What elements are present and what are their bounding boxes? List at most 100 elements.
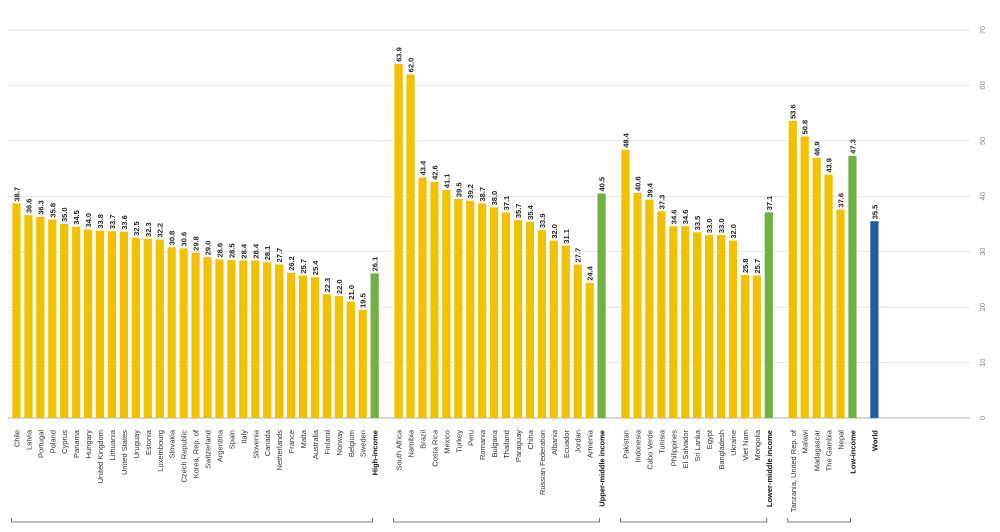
country-bar (251, 260, 260, 418)
country-bar (406, 74, 415, 418)
country-category-label: Egypt (705, 429, 714, 449)
country-value-label: 62.0 (407, 58, 416, 73)
country-value-label: 28.4 (239, 243, 248, 258)
country-value-label: 35.7 (514, 204, 523, 219)
country-value-label: 25.7 (753, 259, 762, 274)
country-value-label: 34.0 (84, 213, 93, 228)
income-group-category-label: Upper-middle income (598, 430, 607, 507)
country-value-label: 33.5 (693, 216, 702, 231)
country-value-label: 29.8 (192, 236, 201, 251)
country-bar (275, 264, 284, 418)
y-tick-label: 50 (978, 137, 987, 145)
country-category-label: Cyprus (60, 430, 69, 454)
income-group-category-label: Lower-middle income (765, 430, 774, 507)
country-category-label: El Salvador (681, 430, 690, 469)
country-category-label: Cabo Verde (645, 430, 654, 470)
country-bar (633, 192, 642, 418)
country-bar (836, 209, 845, 418)
country-category-label: Viet Nam (741, 430, 750, 461)
country-bar (394, 63, 403, 418)
country-category-label: Hungary (84, 430, 93, 459)
country-value-label: 39.4 (645, 182, 654, 197)
y-tick-label: 60 (978, 81, 987, 89)
group-bracket (620, 518, 768, 523)
country-category-label: Mexico (442, 430, 451, 454)
country-bar (442, 190, 451, 418)
country-bar (478, 203, 487, 418)
country-value-label: 53.6 (789, 104, 798, 119)
country-bar (788, 120, 797, 418)
country-category-label: France (287, 430, 296, 453)
country-value-label: 30.8 (168, 231, 177, 246)
country-category-label: Peru (466, 430, 475, 446)
country-value-label: 31.1 (562, 229, 571, 244)
country-value-label: 33.0 (717, 218, 726, 233)
country-category-label: United Kingdom (96, 430, 105, 483)
country-category-label: Australia (311, 429, 320, 459)
country-category-label: Poland (48, 430, 57, 453)
country-bar (239, 260, 248, 418)
country-category-label: Malta (299, 429, 308, 448)
country-bar (84, 229, 93, 418)
country-value-label: 33.0 (705, 218, 714, 233)
country-bar (310, 277, 320, 418)
country-value-label: 33.6 (120, 215, 129, 230)
country-bar (705, 235, 714, 418)
country-bar (466, 200, 475, 418)
country-category-label: Sri Lanka (693, 429, 702, 462)
income-group-category-label: Low-income (848, 430, 857, 474)
country-category-label: Madagascar (813, 430, 822, 472)
country-category-label: Ecuador (562, 430, 571, 458)
country-bar (358, 309, 367, 418)
country-bar (48, 219, 57, 418)
y-tick-label: 40 (978, 192, 987, 200)
country-bar (60, 224, 69, 418)
country-category-label: Namibia (407, 429, 416, 457)
income-group-value-label: 40.5 (598, 177, 607, 192)
country-category-label: Ukraine (729, 430, 738, 456)
country-bar (537, 230, 546, 418)
country-category-label: Belgium (347, 430, 356, 457)
country-value-label: 48.4 (622, 132, 631, 147)
country-bar (215, 259, 224, 418)
country-category-label: Bangladesh (717, 430, 726, 470)
country-bar (143, 238, 152, 418)
country-value-label: 38.7 (478, 187, 487, 202)
country-bar (573, 264, 582, 418)
group-bracket (11, 518, 374, 523)
country-category-label: Thailand (502, 430, 511, 459)
country-value-label: 32.2 (156, 223, 165, 238)
country-category-label: Russian Federation (538, 430, 547, 495)
country-bar (812, 158, 821, 419)
country-category-label: Malawi (801, 430, 810, 454)
country-bar (155, 239, 164, 418)
country-value-label: 27.7 (574, 248, 583, 263)
country-bar (728, 240, 738, 418)
country-category-label: Czech Republic (180, 430, 189, 483)
country-value-label: 22.3 (323, 278, 332, 293)
country-bar (561, 245, 570, 418)
country-category-label: Turkey (454, 430, 463, 453)
country-bar (501, 212, 511, 418)
country-bar (263, 262, 272, 418)
country-category-label: Bulgaria (490, 429, 499, 457)
country-bar (167, 247, 176, 418)
country-bar (24, 215, 33, 418)
country-bar (131, 237, 140, 418)
country-bar (179, 248, 188, 418)
country-category-label: Uruguay (132, 430, 141, 459)
country-bar (107, 231, 117, 418)
country-category-label: Canada (263, 429, 272, 456)
country-value-label: 43.4 (418, 160, 427, 175)
country-value-label: 37.6 (837, 193, 846, 208)
country-category-label: Italy (239, 430, 248, 444)
country-bar (645, 199, 654, 418)
category-labels: Chile Latvia Portugal Poland Cyprus Panama Hun… (12, 429, 879, 512)
value-labels: 38.736.6 36.3 35.8 35.0 34.5 34.0 33.8 33.7 33.6… (12, 47, 879, 308)
country-value-label: 33.7 (108, 215, 117, 230)
country-category-label: Costa Rica (430, 429, 439, 467)
country-category-label: Portugal (36, 430, 45, 458)
country-bar (513, 220, 523, 418)
country-category-label: Tanzania, United Rep. of (789, 429, 798, 512)
country-category-label: Mongolia (753, 429, 762, 460)
